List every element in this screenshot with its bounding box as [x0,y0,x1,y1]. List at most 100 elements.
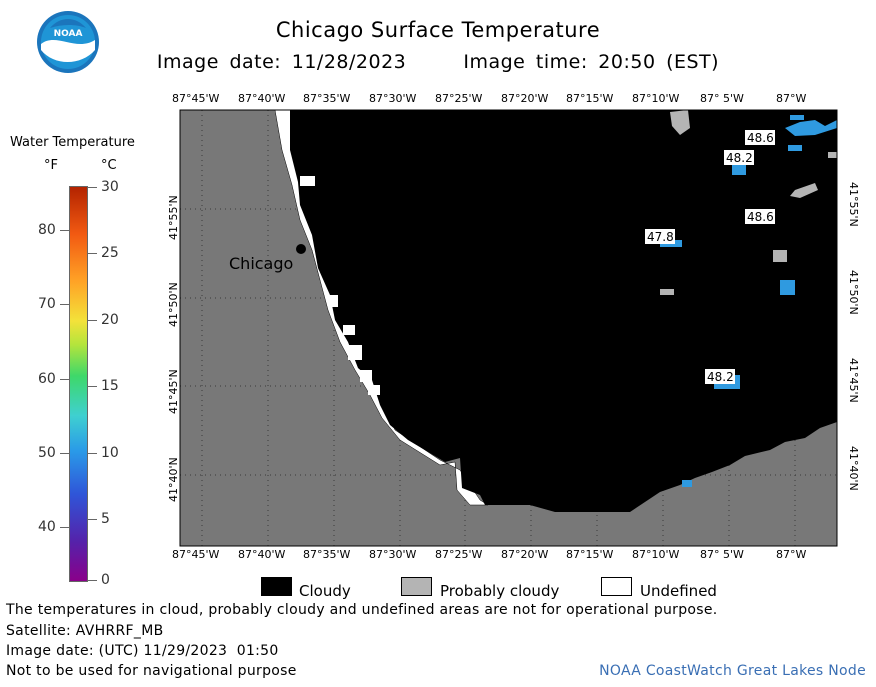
lon-label-bottom: 87°40'W [238,548,286,561]
lon-label-top: 87°25'W [435,92,483,105]
undefined-area [300,176,315,186]
lon-label-bottom: 87°10'W [632,548,680,561]
temp-label-bg [745,209,775,224]
unit-fahrenheit: °F [44,158,58,173]
lon-label-top: 87°30'W [369,92,417,105]
c-tick-mark [88,320,97,321]
city-label: Chicago [229,254,293,273]
lon-label-top: 87°W [776,92,807,105]
lat-label-right: 41°40'N [847,446,860,491]
undefined-area [343,325,355,335]
logo-text: NOAA [54,29,83,39]
probably-cloudy-patch [790,183,818,198]
probably-cloudy-patch [828,152,837,158]
c-tick-mark [88,580,97,581]
water-temperature-pixels [780,280,795,295]
undefined-area [368,385,380,395]
f-tick-label: 40 [38,519,56,535]
lon-label-bottom: 87°45'W [172,548,220,561]
chicago-marker [296,244,306,254]
lon-label-top: 87°40'W [238,92,286,105]
lon-label-top: 87°20'W [501,92,549,105]
c-tick-mark [88,453,97,454]
lat-label-left: 41°45'N [167,369,180,414]
f-tick-mark [60,379,69,380]
f-tick-mark [60,230,69,231]
c-tick-mark [88,386,97,387]
lon-label-bottom: 87°25'W [435,548,483,561]
undefined-area [330,295,338,307]
probably-cloudy-patch [670,110,690,135]
c-tick-mark [88,253,97,254]
temperature-color-bar [69,186,88,582]
unit-celsius: °C [101,158,117,173]
temp-label-bg [645,229,675,244]
f-tick-label: 50 [38,445,56,461]
temp-label: 48.2 [726,151,753,165]
temp-label: 48.6 [747,131,774,145]
lon-label-top: 87°35'W [303,92,351,105]
legend-label-cloudy: Cloudy [299,582,351,600]
cloudy-area [290,110,837,512]
lon-label-top: 87°15'W [566,92,614,105]
lon-label-bottom: 87°15'W [566,548,614,561]
water-temperature-pixels [682,480,692,487]
c-tick-label: 5 [101,511,110,527]
lat-label-left: 41°40'N [167,457,180,502]
c-tick-label: 10 [101,445,119,461]
temp-label-bg [724,150,754,165]
noaa-logo: NOAA [36,10,100,74]
undefined-area [360,370,372,382]
credit-text: NOAA CoastWatch Great Lakes Node [599,663,866,679]
probably-cloudy-patch [660,289,674,295]
lon-label-bottom: 87° 5'W [700,548,744,561]
lat-label-left: 41°50'N [167,282,180,327]
page-title: Chicago Surface Temperature [275,18,601,42]
f-tick-mark [60,304,69,305]
disclaimer-text: The temperatures in cloud, probably clou… [6,602,718,618]
lon-label-bottom: 87°35'W [303,548,351,561]
utc-date-text: Image date: (UTC) 11/29/2023 01:50 [6,643,279,659]
lon-label-bottom: 87°30'W [369,548,417,561]
navigation-warning: Not to be used for navigational purpose [6,663,297,679]
image-time: Image time: 20:50 (EST) [463,51,720,73]
lon-label-top: 87° 5'W [700,92,744,105]
image-date: Image date: 11/28/2023 [156,51,407,73]
f-tick-label: 80 [38,222,56,238]
c-tick-label: 25 [101,245,119,261]
f-tick-label: 60 [38,371,56,387]
lat-label-left: 41°55'N [167,195,180,240]
f-tick-mark [60,453,69,454]
legend-label-undefined: Undefined [640,582,717,600]
satellite-text: Satellite: AVHRRF_MB [6,623,164,639]
lat-label-right: 41°55'N [847,182,860,227]
f-tick-label: 70 [38,296,56,312]
lat-label-right: 41°45'N [847,358,860,403]
water-temperature-pixels [785,120,837,136]
temp-label: 48.6 [747,210,774,224]
legend-swatch-cloudy [261,577,292,596]
noaa-logo-graphic: NOAA [37,11,99,73]
map-frame [179,109,838,547]
lat-label-right: 41°50'N [847,270,860,315]
temp-label-bg [745,130,775,145]
scale-title: Water Temperature [10,135,135,150]
image-datetime: Image date: 11/28/2023 Image time: 20:50… [0,51,876,73]
c-tick-mark [88,519,97,520]
legend-label-probably-cloudy: Probably cloudy [440,582,560,600]
water-temperature-pixels [788,145,802,151]
temp-label: 48.2 [707,370,734,384]
lon-label-bottom: 87°W [776,548,807,561]
legend-swatch-probably-cloudy [401,577,432,596]
legend-swatch-undefined [601,577,632,596]
c-tick-label: 15 [101,378,119,394]
water-temperature-pixels [732,165,746,175]
lon-label-top: 87°10'W [632,92,680,105]
c-tick-label: 30 [101,179,119,195]
c-tick-label: 20 [101,312,119,328]
f-tick-mark [60,527,69,528]
water-temperature-pixels [790,115,804,120]
c-tick-mark [88,187,97,188]
lon-label-bottom: 87°20'W [501,548,549,561]
temp-label-bg [705,369,735,384]
